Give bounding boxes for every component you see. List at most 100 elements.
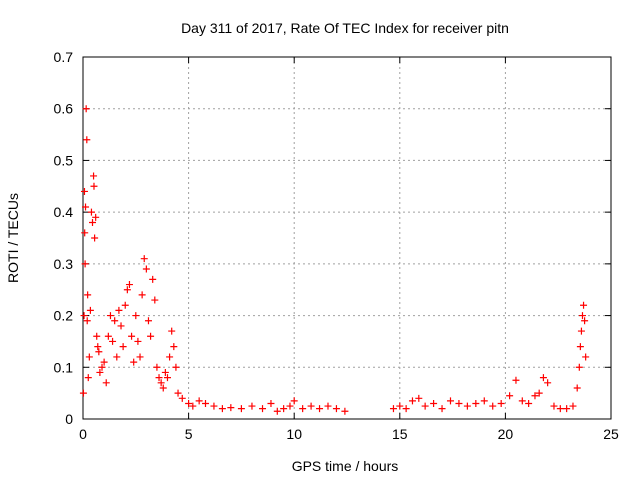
data-point: [151, 296, 159, 304]
data-point: [506, 392, 514, 400]
data-point: [578, 312, 586, 320]
data-point: [518, 397, 526, 405]
data-point: [86, 306, 94, 314]
data-point: [210, 402, 218, 410]
data-point: [316, 405, 324, 413]
data-point: [489, 402, 497, 410]
data-point: [563, 405, 571, 413]
data-point: [580, 301, 588, 309]
plot-frame: [82, 56, 612, 420]
data-point: [430, 399, 438, 407]
data-point: [84, 374, 92, 382]
data-point: [121, 301, 129, 309]
data-point: [480, 397, 488, 405]
data-point: [81, 229, 89, 237]
data-point: [286, 402, 294, 410]
data-point: [569, 402, 577, 410]
data-point: [402, 405, 410, 413]
data-point: [324, 402, 332, 410]
data-point: [83, 317, 91, 325]
grid: [83, 57, 611, 419]
data-point: [130, 358, 138, 366]
data-point: [157, 379, 165, 387]
data-point: [149, 275, 157, 283]
data-point: [81, 260, 89, 268]
data-point: [556, 405, 564, 413]
data-point: [396, 402, 404, 410]
y-tick-label: 0.6: [54, 101, 74, 117]
data-point: [307, 402, 315, 410]
data-point: [497, 399, 505, 407]
data-point: [201, 399, 209, 407]
data-point: [174, 389, 182, 397]
data-point: [539, 374, 547, 382]
data-point: [195, 397, 203, 405]
data-point: [115, 306, 123, 314]
data-point: [117, 322, 125, 330]
data-point: [280, 405, 288, 413]
data-point: [161, 368, 169, 376]
data-point: [142, 265, 150, 273]
data-point: [189, 402, 197, 410]
data-point: [168, 327, 176, 335]
data-point: [463, 402, 471, 410]
data-point: [267, 399, 275, 407]
data-point: [109, 337, 117, 345]
data-point: [140, 255, 148, 263]
data-point: [438, 405, 446, 413]
data-point: [332, 405, 340, 413]
y-tick-labels: 0 0.1 0.2 0.3 0.4 0.5 0.6 0.7: [54, 49, 74, 427]
data-point: [237, 405, 245, 413]
data-point: [512, 376, 520, 384]
x-tick-label: 5: [185, 426, 193, 442]
data-point: [136, 353, 144, 361]
data-point: [94, 343, 102, 351]
data-point: [185, 399, 193, 407]
data-point: [91, 234, 99, 242]
data-point: [550, 402, 558, 410]
data-point: [93, 332, 101, 340]
data-point: [544, 379, 552, 387]
data-point: [83, 136, 91, 144]
data-point: [341, 407, 349, 415]
data-point: [218, 405, 226, 413]
data-point: [134, 337, 142, 345]
data-point: [113, 353, 121, 361]
data-point: [525, 399, 533, 407]
data-point: [144, 317, 152, 325]
data-point: [299, 405, 307, 413]
data-point: [581, 317, 589, 325]
data-point: [178, 394, 186, 402]
data-point: [106, 312, 114, 320]
data-point: [576, 343, 584, 351]
data-point: [100, 358, 108, 366]
data-point: [104, 332, 112, 340]
x-tick-label: 10: [286, 426, 302, 442]
data-point: [82, 105, 90, 113]
y-axis-label: ROTI / TECUs: [5, 193, 21, 283]
data-point: [248, 402, 256, 410]
data-point: [575, 363, 583, 371]
data-point: [472, 399, 480, 407]
y-tick-label: 0: [65, 411, 73, 427]
data-point: [163, 374, 171, 382]
data-point: [170, 343, 178, 351]
data-point: [389, 405, 397, 413]
data-point: [119, 343, 127, 351]
data-point: [96, 368, 104, 376]
data-point: [98, 363, 106, 371]
data-point: [421, 402, 429, 410]
data-point: [155, 374, 163, 382]
data-point: [290, 397, 298, 405]
data-point: [531, 392, 539, 400]
data-point: [125, 281, 133, 289]
x-tick-label: 25: [603, 426, 619, 442]
data-point: [89, 218, 97, 226]
data-point: [227, 404, 235, 412]
x-tick-label: 15: [392, 426, 408, 442]
data-point: [111, 317, 119, 325]
data-point: [138, 291, 146, 299]
data-point: [415, 394, 423, 402]
x-axis-label: GPS time / hours: [292, 458, 399, 474]
